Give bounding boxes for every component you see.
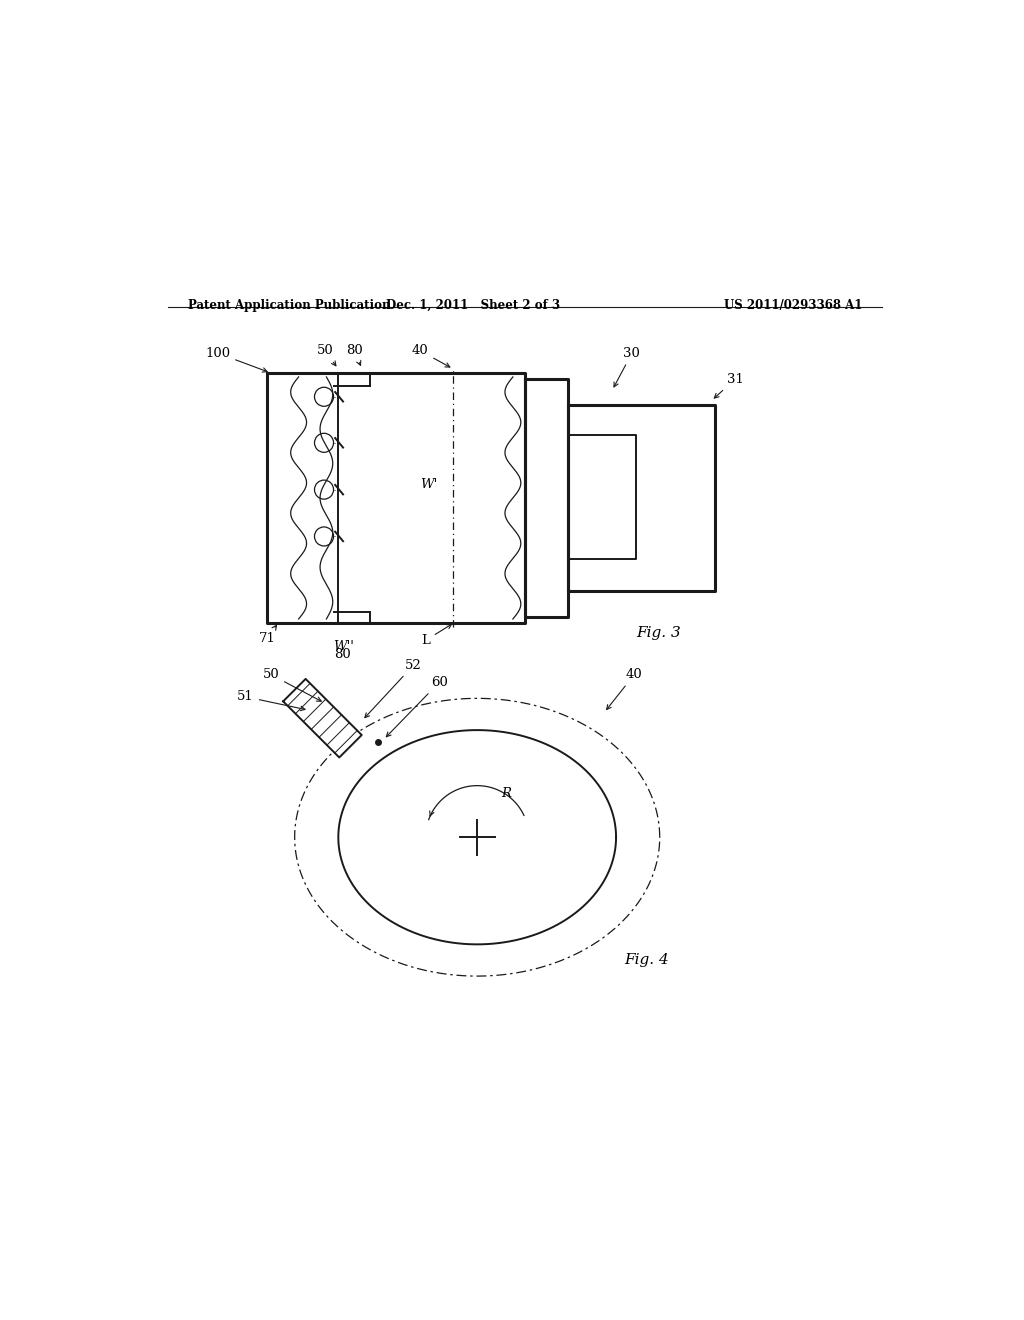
Text: Dec. 1, 2011   Sheet 2 of 3: Dec. 1, 2011 Sheet 2 of 3 xyxy=(386,300,560,312)
Text: Fig. 3: Fig. 3 xyxy=(636,626,681,640)
Text: 51: 51 xyxy=(238,690,305,710)
Text: 30: 30 xyxy=(614,347,640,387)
Text: 52: 52 xyxy=(365,659,422,718)
Text: 80: 80 xyxy=(334,648,350,661)
Text: 60: 60 xyxy=(386,676,447,737)
Text: 50: 50 xyxy=(262,668,322,701)
Text: 80: 80 xyxy=(346,345,362,366)
Text: Fig. 4: Fig. 4 xyxy=(624,953,669,968)
Text: W': W' xyxy=(420,478,437,491)
Text: W'': W'' xyxy=(334,640,354,653)
Text: 100: 100 xyxy=(205,347,267,372)
Text: Patent Application Publication: Patent Application Publication xyxy=(187,300,390,312)
Polygon shape xyxy=(284,678,361,758)
Text: 71: 71 xyxy=(258,626,276,645)
Text: 50: 50 xyxy=(316,345,336,366)
Text: 40: 40 xyxy=(412,345,450,367)
Text: R: R xyxy=(501,787,511,800)
Text: L: L xyxy=(421,624,452,647)
Text: US 2011/0293368 A1: US 2011/0293368 A1 xyxy=(724,300,862,312)
Text: 40: 40 xyxy=(606,668,643,709)
Text: 31: 31 xyxy=(715,372,743,399)
